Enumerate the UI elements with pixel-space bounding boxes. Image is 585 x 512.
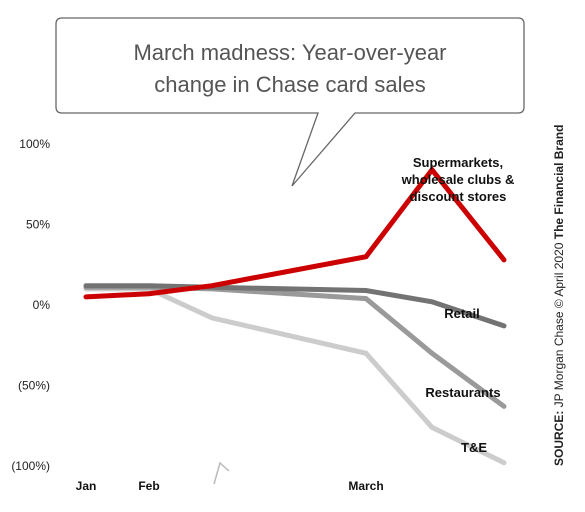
y-tick-label: 0% — [33, 298, 51, 312]
x-tick-label: Feb — [138, 479, 159, 493]
series-line — [83, 283, 507, 329]
y-tick-label: (100%) — [11, 459, 50, 473]
source-prefix: SOURCE: — [552, 411, 566, 466]
chart-title-line-2: change in Chase card sales — [154, 72, 426, 97]
series-line — [83, 165, 507, 300]
series-label: T&E — [461, 440, 487, 455]
x-tick-label: Jan — [76, 479, 97, 493]
series-lines — [83, 165, 507, 466]
series-label: wholesale clubs & — [401, 172, 515, 187]
callout-bubble — [55, 17, 525, 187]
series-label: Supermarkets, — [413, 155, 503, 170]
source-body: JP Morgan Chase © April 2020 — [552, 239, 566, 410]
series-label: Restaurants — [425, 385, 500, 400]
y-tick-label: 100% — [19, 137, 50, 151]
source-credit: SOURCE: JP Morgan Chase © April 2020 The… — [552, 125, 566, 466]
title-callout: March madness: Year-over-year change in … — [55, 17, 525, 187]
source-brand: The Financial Brand — [552, 125, 566, 240]
series-label: discount stores — [410, 189, 507, 204]
series-labels: Supermarkets, wholesale clubs & discount s… — [401, 155, 515, 455]
series-label: Retail — [444, 306, 479, 321]
x-tick-label: March — [348, 479, 383, 493]
axis-break-mark — [213, 461, 230, 485]
chart-title-line-1: March madness: Year-over-year — [133, 40, 446, 65]
series-line — [83, 286, 507, 466]
y-tick-label: 50% — [26, 218, 50, 232]
y-tick-label: (50%) — [18, 379, 50, 393]
axes: 100% 50% 0% (50%) (100%) Jan Feb March — [11, 137, 383, 493]
